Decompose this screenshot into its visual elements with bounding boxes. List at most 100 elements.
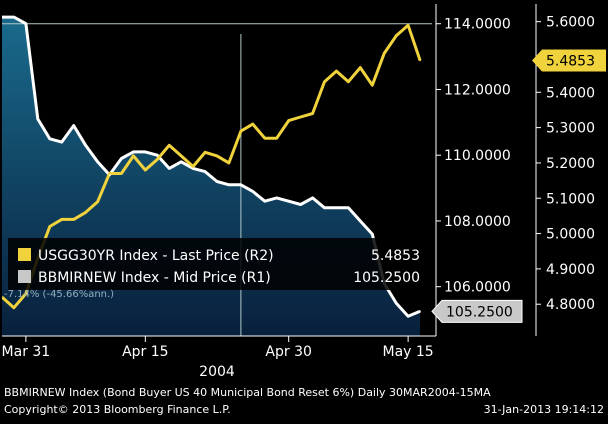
legend-entry-label[interactable]: BBMIRNEW Index - Mid Price (R1) (38, 270, 271, 286)
data-point-bbmirnew (25, 22, 27, 25)
data-point-bbmirnew (60, 141, 63, 143)
data-point-bbmirnew (156, 154, 159, 157)
legend-entry-label[interactable]: USGG30YR Index - Last Price (R2) (38, 248, 274, 264)
data-point-usgg30yr (144, 169, 147, 171)
data-point-bbmirnew (144, 151, 147, 153)
data-point-bbmirnew (347, 207, 350, 209)
return-annotation: -7.14% (-45.66%ann.) (4, 289, 114, 300)
data-point-bbmirnew (419, 310, 421, 313)
left-axis-tick-label: 108.0000 (444, 214, 511, 230)
data-point-usgg30yr (25, 292, 27, 295)
x-axis-tick-label: Apr 15 (122, 344, 168, 360)
data-point-usgg30yr (228, 162, 230, 164)
data-point-usgg30yr (13, 306, 15, 309)
data-point-usgg30yr (132, 155, 135, 157)
data-point-bbmirnew (204, 170, 206, 173)
data-point-usgg30yr (311, 112, 314, 115)
left-axis-tick-label: 112.0000 (444, 82, 511, 98)
data-point-bbmirnew (323, 207, 326, 209)
data-point-bbmirnew (168, 167, 171, 170)
legend-swatch (18, 248, 31, 261)
data-point-usgg30yr (168, 144, 171, 147)
data-point-bbmirnew (275, 197, 278, 199)
data-point-usgg30yr (180, 155, 182, 157)
data-point-bbmirnew (252, 190, 254, 193)
right-axis-tick-label: 5.2000 (546, 156, 595, 172)
legend-swatch (18, 270, 31, 283)
data-point-bbmirnew (72, 124, 75, 127)
legend-entry-value: 105.2500 (353, 270, 420, 286)
last-price-tag-usgg30yr (532, 49, 606, 72)
data-point-usgg30yr (96, 200, 99, 203)
data-point-bbmirnew (335, 207, 338, 209)
data-point-bbmirnew (13, 16, 15, 18)
last-price-tag-bbmirnew-label: 105.2500 (446, 304, 513, 320)
data-point-usgg30yr (275, 137, 278, 140)
data-point-bbmirnew (120, 157, 123, 160)
data-point-usgg30yr (299, 116, 302, 118)
left-axis-tick-label: 114.0000 (444, 17, 511, 33)
right-axis-tick-label: 5.4000 (546, 85, 595, 101)
data-point-usgg30yr (120, 172, 123, 175)
last-price-tag-usgg30yr-label: 5.4853 (546, 54, 595, 70)
data-point-bbmirnew (299, 203, 302, 206)
x-axis-year-label: 2004 (199, 364, 235, 380)
data-point-bbmirnew (132, 151, 135, 153)
data-point-usgg30yr (383, 52, 386, 55)
data-point-usgg30yr (287, 119, 290, 122)
data-point-bbmirnew (84, 144, 87, 147)
data-point-usgg30yr (192, 165, 194, 168)
data-point-usgg30yr (48, 225, 51, 228)
data-point-usgg30yr (156, 158, 159, 161)
data-point-usgg30yr (395, 34, 397, 37)
data-point-bbmirnew (240, 183, 242, 186)
x-axis-tick-label: Mar 31 (2, 344, 51, 360)
data-point-bbmirnew (371, 233, 374, 235)
data-point-bbmirnew (263, 200, 266, 203)
data-point-bbmirnew (192, 167, 194, 170)
last-price-tag-bbmirnew (431, 299, 523, 323)
right-axis-tick-label: 4.8000 (546, 297, 595, 313)
data-point-bbmirnew (359, 220, 362, 222)
footer-description: BBMIRNEW Index (Bond Buyer US 40 Municip… (4, 386, 491, 399)
right-axis-tick-label: 5.0000 (546, 227, 595, 243)
data-point-usgg30yr (108, 172, 111, 175)
right-axis-tick-label: 5.3000 (546, 121, 595, 137)
data-point-usgg30yr (359, 66, 362, 69)
data-point-usgg30yr (204, 151, 206, 154)
x-axis-tick-label: Apr 30 (265, 344, 311, 360)
data-point-usgg30yr (371, 84, 374, 87)
data-point-bbmirnew (228, 183, 230, 186)
series-line-usgg30yr[interactable] (2, 23, 422, 310)
data-point-usgg30yr (216, 155, 218, 157)
data-point-usgg30yr (263, 137, 266, 140)
series-line-bbmirnew[interactable] (2, 15, 421, 318)
data-point-bbmirnew (108, 174, 111, 176)
data-point-bbmirnew (287, 200, 290, 203)
data-point-bbmirnew (407, 315, 409, 318)
data-point-bbmirnew (311, 197, 314, 199)
left-axis-tick-label: 106.0000 (444, 280, 511, 296)
right-axis-tick-label: 5.6000 (546, 15, 595, 31)
data-point-bbmirnew (96, 160, 99, 163)
data-point-usgg30yr (335, 70, 338, 72)
data-point-usgg30yr (240, 130, 242, 132)
legend-box (8, 238, 432, 290)
data-point-bbmirnew (37, 118, 39, 120)
right-axis-tick-label: 4.9000 (546, 262, 595, 278)
data-point-usgg30yr (60, 218, 63, 221)
footer-timestamp: 31-Jan-2013 19:14:12 (484, 403, 604, 416)
data-point-usgg30yr (2, 296, 3, 298)
x-axis-tick-label: May 15 (383, 344, 434, 360)
data-point-bbmirnew (2, 16, 3, 18)
data-point-usgg30yr (72, 218, 75, 221)
data-point-usgg30yr (347, 80, 350, 83)
legend-entry-value: 5.4853 (371, 248, 420, 264)
data-point-bbmirnew (216, 180, 218, 183)
data-point-usgg30yr (252, 123, 254, 125)
data-point-usgg30yr (407, 24, 409, 26)
data-point-usgg30yr (84, 211, 87, 214)
footer-copyright: Copyright© 2013 Bloomberg Finance L.P. (4, 403, 231, 416)
